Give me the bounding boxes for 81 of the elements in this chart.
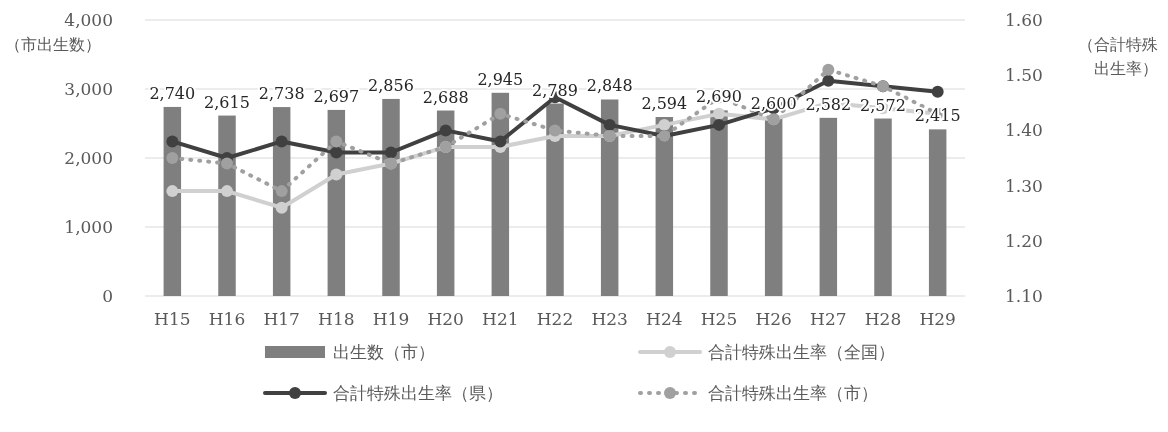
point — [494, 107, 507, 120]
data-label: 2,615 — [204, 92, 250, 112]
y2-tick-label: 1.40 — [1005, 120, 1043, 141]
legend-label: 合計特殊出生率（県） — [333, 383, 503, 403]
point — [822, 74, 835, 87]
x-tick-label: H15 — [154, 309, 191, 329]
x-tick-label: H28 — [864, 309, 902, 329]
x-tick-label: H25 — [700, 309, 738, 329]
point — [166, 135, 179, 148]
data-label: 2,789 — [532, 80, 578, 100]
data-label: 2,415 — [914, 106, 961, 126]
bar — [928, 129, 947, 296]
x-tick-label: H29 — [919, 309, 956, 329]
x-tick-label: H18 — [318, 309, 355, 329]
point — [330, 146, 343, 159]
y2-tick-label: 1.10 — [1005, 286, 1043, 306]
x-tick-label: H21 — [482, 309, 519, 329]
bar — [436, 110, 455, 296]
x-tick-label: H24 — [646, 309, 683, 329]
point — [494, 135, 507, 148]
point — [385, 146, 397, 159]
data-label: 2,856 — [368, 75, 414, 95]
y2-tick-label: 1.60 — [1005, 10, 1043, 30]
data-label: 2,594 — [641, 94, 688, 114]
data-label: 2,697 — [313, 86, 360, 106]
x-tick-label: H27 — [810, 309, 847, 329]
bar — [491, 92, 510, 296]
point — [439, 124, 452, 137]
data-label: 2,945 — [477, 69, 524, 89]
point — [603, 118, 616, 131]
y-tick-label: 1,000 — [64, 217, 113, 237]
legend-label: 出生数（市） — [333, 342, 435, 362]
legend-label: 合計特殊出生率（市） — [708, 383, 878, 403]
bar — [655, 117, 674, 296]
point — [275, 185, 288, 198]
y2-axis-title: （合計特殊出生率） — [1077, 34, 1158, 80]
x-tick-label: H17 — [263, 309, 300, 329]
y-tick-label: 2,000 — [64, 148, 113, 168]
point — [931, 85, 944, 98]
point — [330, 168, 343, 181]
x-tick-label: H26 — [755, 309, 792, 329]
point — [166, 152, 179, 164]
y2-tick-label: 1.20 — [1005, 230, 1043, 251]
point — [275, 135, 288, 148]
x-tick-label: H22 — [536, 309, 574, 329]
x-tick-label: H16 — [208, 309, 246, 329]
data-label: 2,572 — [860, 95, 906, 115]
point — [330, 135, 343, 148]
bar — [764, 116, 783, 296]
x-tick-label: H19 — [372, 309, 410, 329]
data-label: 2,740 — [149, 83, 196, 103]
point — [166, 185, 179, 198]
point — [713, 118, 725, 131]
y-axis-title: （市出生数） — [5, 34, 101, 56]
bar — [546, 103, 564, 296]
y2-tick-label: 1.50 — [1005, 65, 1043, 86]
data-label: 2,690 — [696, 87, 742, 107]
point — [713, 107, 725, 120]
bar — [710, 110, 728, 296]
y-tick-label: 4,000 — [64, 10, 113, 30]
bar — [163, 106, 182, 296]
y2-tick-label: 1.30 — [1005, 175, 1043, 196]
point — [275, 201, 288, 214]
bar — [600, 99, 619, 296]
point — [549, 124, 561, 137]
data-label: 2,582 — [805, 94, 852, 114]
point — [658, 118, 671, 131]
point — [221, 185, 233, 198]
bar — [382, 98, 400, 296]
data-label: 2,738 — [258, 84, 305, 104]
bar — [819, 117, 838, 296]
legend-label: 合計特殊出生率（全国） — [708, 342, 895, 362]
data-label: 2,848 — [586, 76, 633, 96]
x-tick-label: H20 — [427, 309, 464, 329]
point — [822, 63, 835, 76]
y-tick-label: 3,000 — [64, 79, 113, 99]
data-label: 2,688 — [422, 87, 469, 107]
y-tick-label: 0 — [102, 286, 113, 306]
x-tick-label: H23 — [591, 309, 628, 329]
bar — [874, 118, 892, 296]
point — [221, 157, 233, 170]
